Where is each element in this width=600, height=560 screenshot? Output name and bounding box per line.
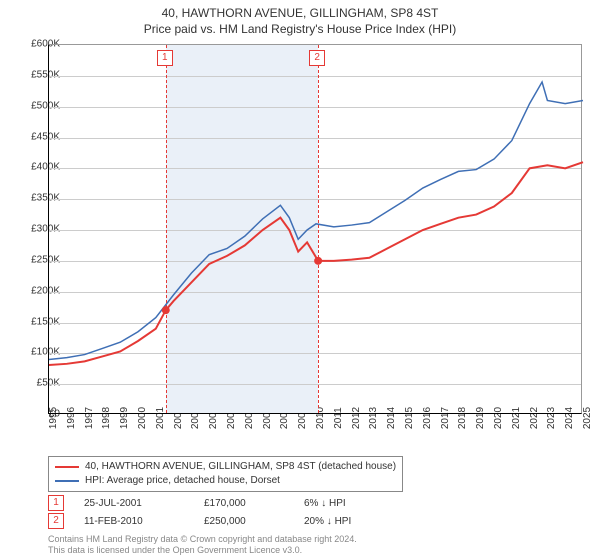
title-line1: 40, HAWTHORN AVENUE, GILLINGHAM, SP8 4ST [0, 6, 600, 22]
marker-line [166, 45, 167, 413]
sale-row-0: 1 25-JUL-2001 £170,000 6% ↓ HPI [48, 494, 351, 512]
sale-price-1: £250,000 [204, 516, 304, 527]
sale-diff-0: 6% ↓ HPI [304, 498, 346, 509]
series-line [49, 82, 583, 360]
legend-label-0: 40, HAWTHORN AVENUE, GILLINGHAM, SP8 4ST… [85, 460, 396, 474]
footer-line1: Contains HM Land Registry data © Crown c… [48, 534, 357, 545]
x-tick-label: 2025 [582, 407, 593, 429]
footer: Contains HM Land Registry data © Crown c… [48, 534, 357, 556]
sale-row-1: 2 11-FEB-2010 £250,000 20% ↓ HPI [48, 512, 351, 530]
chart-container: 40, HAWTHORN AVENUE, GILLINGHAM, SP8 4ST… [0, 0, 600, 560]
sale-date-0: 25-JUL-2001 [84, 498, 204, 509]
marker-line [318, 45, 319, 413]
marker-box: 1 [157, 50, 173, 66]
legend: 40, HAWTHORN AVENUE, GILLINGHAM, SP8 4ST… [48, 456, 403, 492]
sale-diff-1: 20% ↓ HPI [304, 516, 351, 527]
footer-line2: This data is licensed under the Open Gov… [48, 545, 357, 556]
sale-price-0: £170,000 [204, 498, 304, 509]
legend-swatch-0 [55, 466, 79, 468]
title-block: 40, HAWTHORN AVENUE, GILLINGHAM, SP8 4ST… [0, 0, 600, 37]
plot-area [48, 44, 582, 414]
legend-item-0: 40, HAWTHORN AVENUE, GILLINGHAM, SP8 4ST… [55, 460, 396, 474]
title-line2: Price paid vs. HM Land Registry's House … [0, 22, 600, 38]
sale-date-1: 11-FEB-2010 [84, 516, 204, 527]
chart-lines [49, 45, 581, 413]
sale-marker-1: 2 [48, 513, 64, 529]
legend-swatch-1 [55, 480, 79, 482]
legend-item-1: HPI: Average price, detached house, Dors… [55, 474, 396, 488]
marker-box: 2 [309, 50, 325, 66]
legend-label-1: HPI: Average price, detached house, Dors… [85, 474, 280, 488]
sale-marker-0: 1 [48, 495, 64, 511]
sales-table: 1 25-JUL-2001 £170,000 6% ↓ HPI 2 11-FEB… [48, 494, 351, 530]
